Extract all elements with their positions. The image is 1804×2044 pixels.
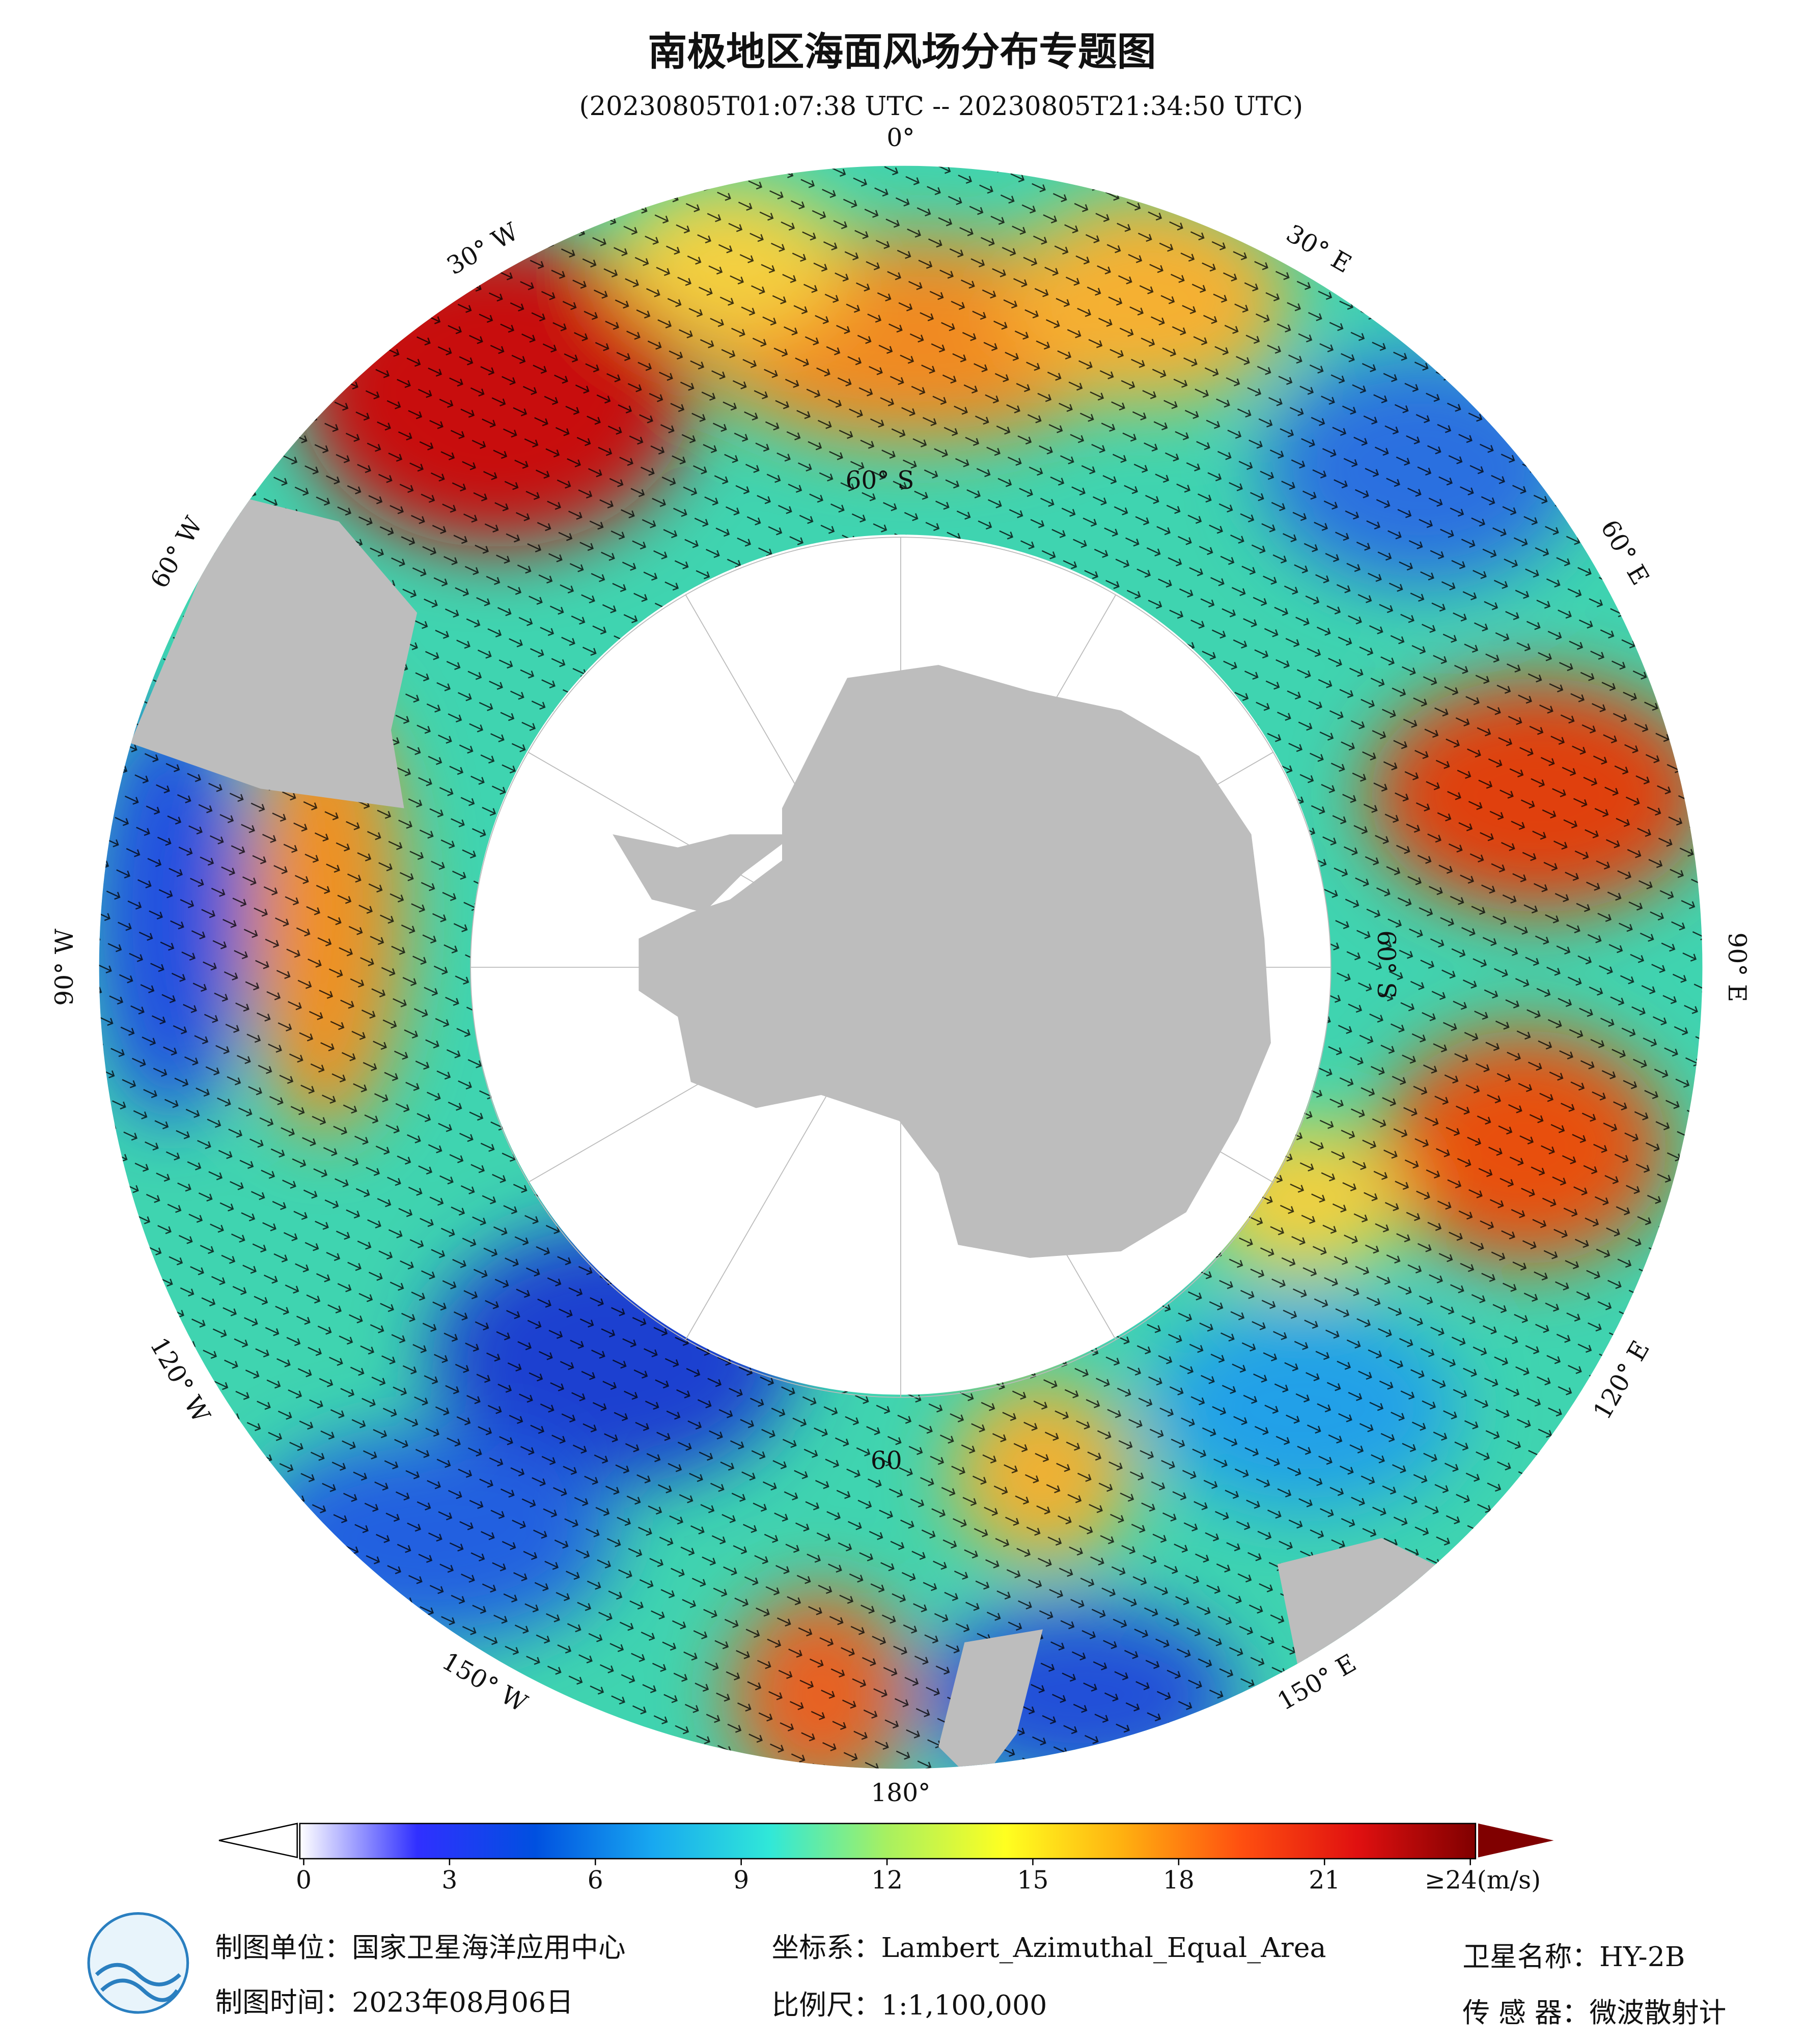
lat-label: 60 [871,1446,902,1475]
footer-satellite: 卫星名称：HY-2B [1462,1941,1685,1973]
lat-label: 60° S [845,466,914,495]
antarctica [613,665,1271,1258]
wind-field [99,165,1703,1769]
colorbar-tick-label: 6 [588,1866,603,1895]
footer-unit: 制图单位：国家卫星海洋应用中心 [215,1931,625,1964]
footer-scale: 比例尺：1:1,100,000 [772,1989,1047,2021]
longitude-label: 90° E [1723,932,1751,1002]
title: 南极地区海面风场分布专题图 [648,29,1156,75]
colorbar-bar [299,1823,1477,1860]
lat-label: 60° S [1372,930,1400,999]
subtitle: (20230805T01:07:38 UTC -- 20230805T21:34… [579,91,1303,122]
colorbar: 0 3 6 9 12 15 18 21 ≥24(m/s) [218,1823,1554,1895]
longitude-label: 180° [871,1779,930,1807]
footer-crs: 坐标系：Lambert_Azimuthal_Equal_Area [772,1931,1326,1964]
colorbar-tick-label: 3 [441,1866,457,1895]
colorbar-tick-label: 18 [1163,1866,1195,1895]
colorbar-min-arrow [218,1823,298,1859]
longitude-label: 0° [886,124,914,152]
colorbar-tick-label: ≥24(m/s) [1425,1866,1541,1895]
colorbar-tick-label: 15 [1017,1866,1049,1895]
colorbar-max-arrow [1478,1823,1554,1858]
longitude-label: 90° W [50,929,79,1006]
colorbar-tick-label: 0 [296,1866,312,1895]
logo [87,1912,189,2014]
footer-sensor: 传 感 器：微波散射计 [1462,1997,1726,2029]
colorbar-tick-label: 12 [871,1866,903,1895]
footer-date: 制图时间：2023年08月06日 [215,1986,573,2019]
colorbar-tick-label: 21 [1309,1866,1340,1895]
colorbar-tick-label: 9 [733,1866,749,1895]
longitude-label: 60° E [1595,515,1654,590]
